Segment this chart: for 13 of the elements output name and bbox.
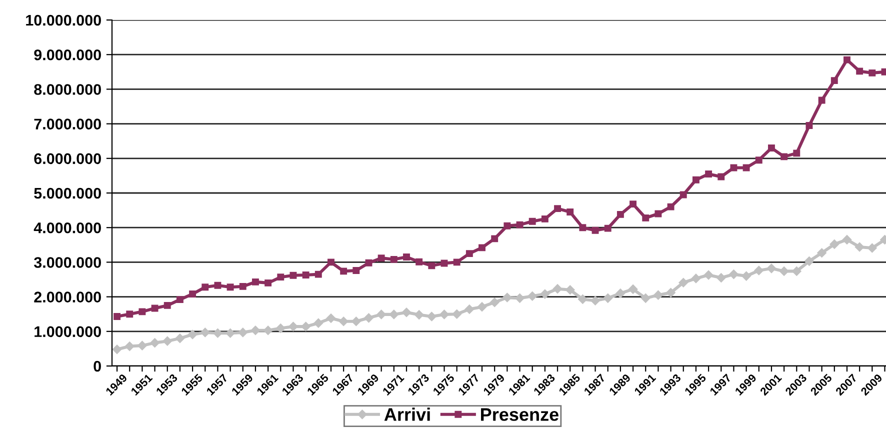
y-tick-label: 4.000.000: [34, 222, 101, 234]
legend-label: Arrivi: [384, 408, 430, 421]
y-tick-label: 3.000.000: [34, 257, 101, 268]
y-tick-label: 7.000.000: [34, 118, 101, 130]
y-tick-label: 1.000.000: [34, 326, 101, 338]
y-tick-label: 8.000.000: [34, 84, 101, 95]
legend-label: Presenze: [481, 408, 559, 421]
y-tick-label: 5.000.000: [34, 188, 101, 199]
y-tick-label: 0: [94, 360, 101, 372]
y-tick-label: 9.000.000: [34, 49, 101, 60]
y-tick-label: 10.000.000: [26, 14, 101, 26]
y-tick-label: 6.000.000: [34, 153, 101, 164]
y-tick-label: 2.000.000: [34, 292, 101, 302]
